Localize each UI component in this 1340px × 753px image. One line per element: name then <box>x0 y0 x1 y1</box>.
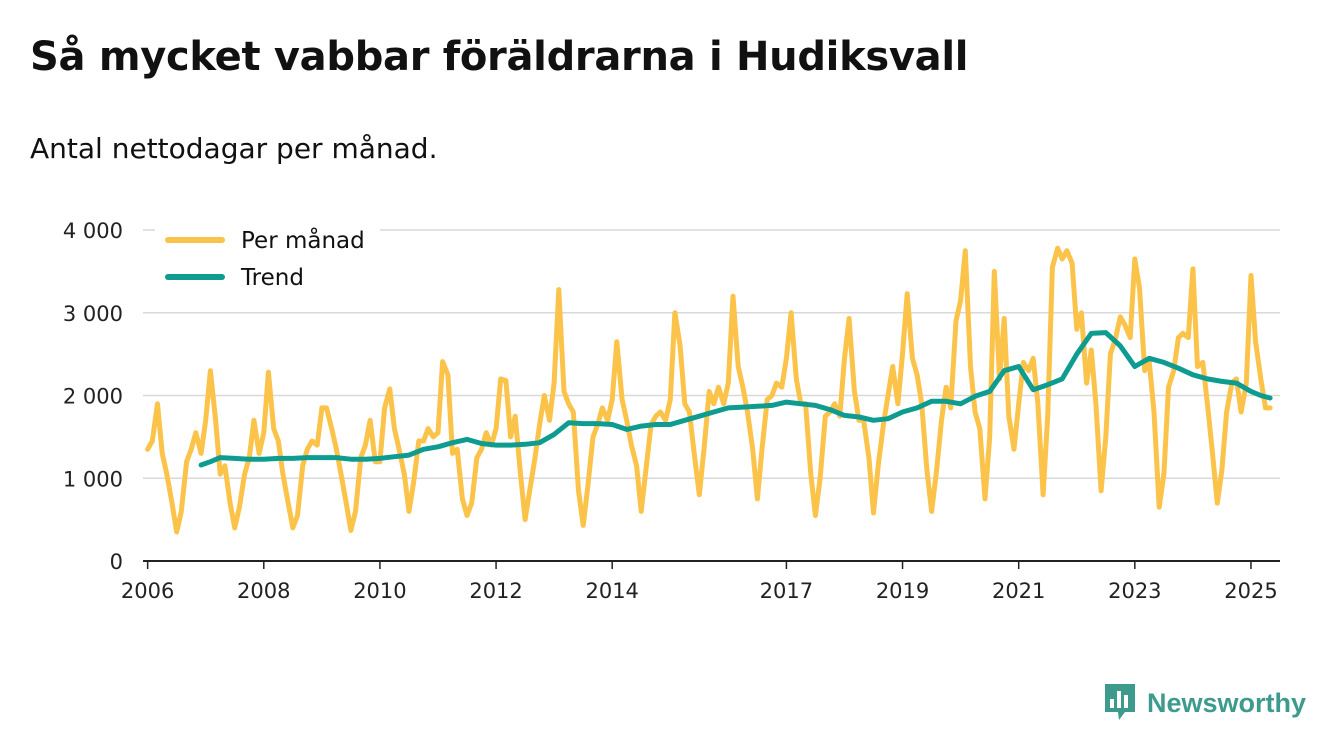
y-tick-label: 0 <box>110 550 123 574</box>
legend-item-trend[interactable]: Trend <box>165 265 304 291</box>
chart-subtitle: Antal nettodagar per månad. <box>30 132 438 165</box>
y-tick-label: 2 000 <box>63 385 123 409</box>
x-tick-label: 2019 <box>876 579 929 603</box>
chart-title: Så mycket vabbar föräldrarna i Hudiksval… <box>30 34 969 80</box>
x-tick-label: 2012 <box>469 579 522 603</box>
legend-label-trend: Trend <box>240 265 304 291</box>
x-tick-label: 2023 <box>1108 579 1161 603</box>
series-line-trend[interactable] <box>198 330 1273 468</box>
legend-item-per-manad[interactable]: Per månad <box>165 226 365 254</box>
y-tick-label: 3 000 <box>63 302 123 326</box>
x-tick-label: 2014 <box>585 579 638 603</box>
y-tick-label: 4 000 <box>63 219 123 243</box>
x-tick-label: 2008 <box>237 579 290 603</box>
newsworthy-brand[interactable]: Newsworthy <box>1103 682 1306 724</box>
legend-label-per-manad: Per månad <box>241 226 365 254</box>
brand-name: Newsworthy <box>1147 687 1307 718</box>
legend[interactable]: Per månad Trend <box>155 218 380 298</box>
series-line-per-manad[interactable] <box>145 245 1273 535</box>
legend-background <box>155 218 380 298</box>
y-tick-label: 1 000 <box>63 467 123 491</box>
x-tick-label: 2025 <box>1224 579 1277 603</box>
x-axis: 2006 2008 2010 2012 2014 2017 2019 2021 2023 2025 <box>121 560 1280 603</box>
x-tick-label: 2021 <box>992 579 1045 603</box>
y-axis: 0 1 000 2 000 3 000 4 000 <box>63 219 123 574</box>
x-tick-label: 2006 <box>121 579 174 603</box>
series-lines <box>145 245 1273 535</box>
x-tick-label: 2010 <box>353 579 406 603</box>
x-tick-label: 2017 <box>760 579 813 603</box>
newsworthy-logo-icon <box>1105 684 1135 720</box>
